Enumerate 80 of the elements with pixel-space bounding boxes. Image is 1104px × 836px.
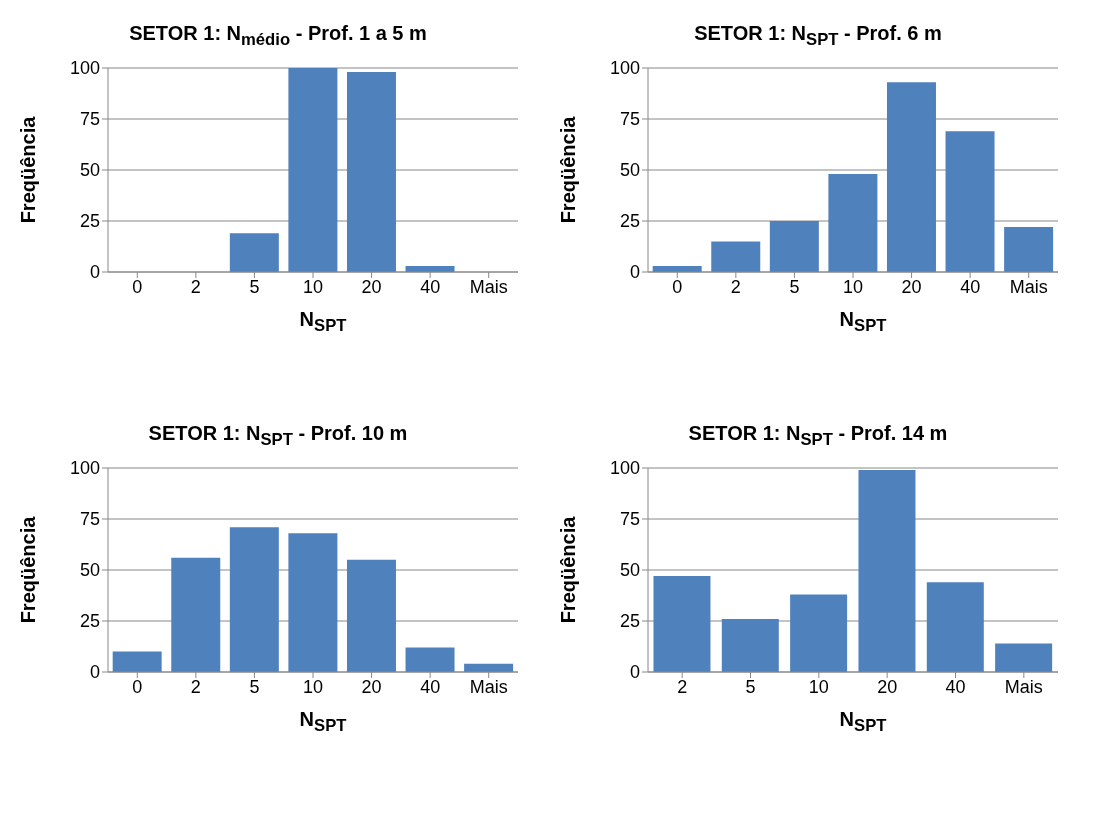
y-tick-label: 75 xyxy=(619,509,640,530)
bar xyxy=(995,643,1053,672)
bar xyxy=(945,131,995,272)
x-tick-label: 40 xyxy=(945,676,966,697)
x-tick-label: 2 xyxy=(190,676,201,697)
y-tick-label: 100 xyxy=(69,458,100,479)
x-tick-label: 5 xyxy=(249,676,260,697)
x-tick-label: 2 xyxy=(677,676,688,697)
bar xyxy=(229,233,279,272)
y-tick-label: 100 xyxy=(69,58,100,79)
y-tick-label: 50 xyxy=(619,560,640,581)
x-tick-label: 20 xyxy=(361,676,382,697)
x-tick-label: 2 xyxy=(190,276,201,297)
chart-title: SETOR 1: N$_{SPT}$ - Prof. 10 m xyxy=(147,422,409,451)
x-tick-label: Mais xyxy=(1009,276,1048,297)
x-tick-label: 20 xyxy=(877,676,898,697)
x-axis-title: N$_{SPT}$ xyxy=(298,708,348,736)
x-axis-title: N$_{SPT}$ xyxy=(298,308,348,336)
x-tick-label: Mais xyxy=(469,276,508,297)
bar xyxy=(405,647,455,672)
bar xyxy=(346,559,396,672)
y-tick-label: 75 xyxy=(79,109,100,130)
chart-title: SETOR 1: N$_{SPT}$ - Prof. 14 m xyxy=(687,422,949,451)
x-tick-label: 0 xyxy=(132,676,143,697)
x-tick-label: 20 xyxy=(361,276,382,297)
y-axis-title: Freqüência xyxy=(17,115,40,224)
x-tick-label: Mais xyxy=(1004,676,1043,697)
y-tick-label: 25 xyxy=(619,211,640,232)
x-tick-label: 40 xyxy=(960,276,981,297)
x-tick-label: 0 xyxy=(132,276,143,297)
y-tick-label: 0 xyxy=(89,262,100,283)
y-tick-label: 50 xyxy=(619,160,640,181)
bar xyxy=(1004,227,1054,272)
bar xyxy=(653,576,711,672)
x-tick-label: 10 xyxy=(842,276,864,297)
bar xyxy=(229,527,279,672)
bar xyxy=(112,651,162,672)
bar xyxy=(711,241,761,272)
bar xyxy=(721,618,779,672)
x-tick-label: Mais xyxy=(469,676,508,697)
bar xyxy=(886,82,936,272)
bar xyxy=(171,557,221,672)
x-tick-label: 40 xyxy=(420,276,441,297)
chart-title: SETOR 1: N$_{médio}$ - Prof. 1 a 5 m xyxy=(128,22,428,51)
x-tick-label: 5 xyxy=(789,276,800,297)
y-tick-label: 0 xyxy=(629,662,640,683)
x-tick-label: 10 xyxy=(302,276,324,297)
y-axis-title: Freqüência xyxy=(557,115,580,224)
y-tick-label: 25 xyxy=(79,211,100,232)
y-tick-label: 25 xyxy=(619,611,640,632)
x-tick-label: 20 xyxy=(901,276,922,297)
x-tick-label: 10 xyxy=(302,676,324,697)
y-tick-label: 100 xyxy=(609,458,640,479)
bar xyxy=(926,582,984,672)
y-axis-title: Freqüência xyxy=(557,515,580,624)
bar xyxy=(288,533,338,672)
bar xyxy=(790,594,848,672)
chart-title: SETOR 1: N$_{SPT}$ - Prof. 6 m xyxy=(693,22,943,51)
bar xyxy=(346,72,396,272)
bar xyxy=(288,68,338,272)
x-axis-title: N$_{SPT}$ xyxy=(838,708,888,736)
x-tick-label: 2 xyxy=(730,276,741,297)
bar xyxy=(769,221,819,272)
x-tick-label: 5 xyxy=(745,676,756,697)
x-tick-label: 5 xyxy=(249,276,260,297)
y-tick-label: 75 xyxy=(619,109,640,130)
y-tick-label: 25 xyxy=(79,611,100,632)
x-tick-label: 10 xyxy=(808,676,829,697)
y-tick-label: 100 xyxy=(609,58,640,79)
y-tick-label: 50 xyxy=(79,160,100,181)
y-tick-label: 50 xyxy=(79,560,100,581)
x-tick-label: 40 xyxy=(420,676,441,697)
bar xyxy=(828,174,878,272)
y-tick-label: 0 xyxy=(89,662,100,683)
bar xyxy=(858,470,916,672)
y-axis-title: Freqüência xyxy=(17,515,40,624)
x-tick-label: 0 xyxy=(672,276,683,297)
y-tick-label: 0 xyxy=(629,262,640,283)
y-tick-label: 75 xyxy=(79,509,100,530)
x-axis-title: N$_{SPT}$ xyxy=(838,308,888,336)
